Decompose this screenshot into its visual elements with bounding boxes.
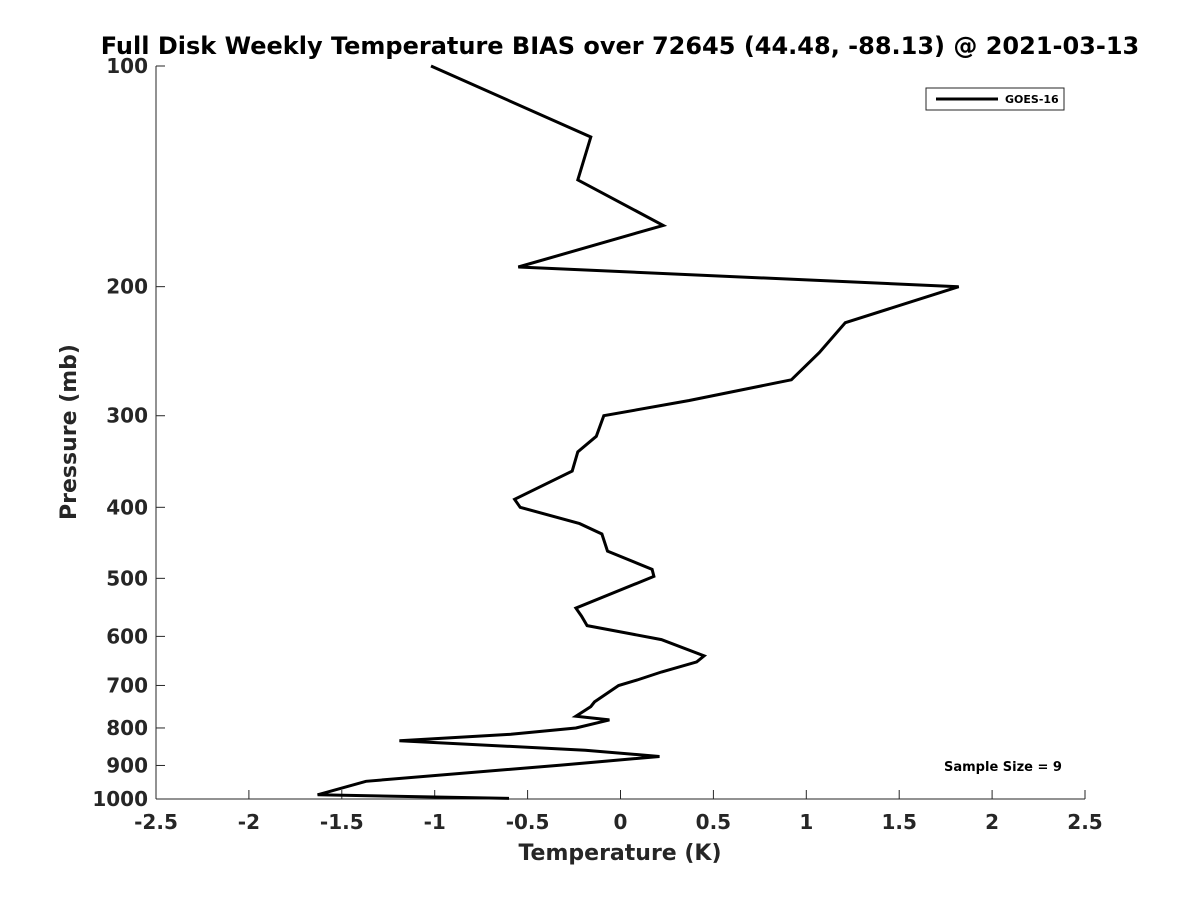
x-tick-label: -1.5 bbox=[320, 810, 364, 834]
y-tick-label: 700 bbox=[106, 673, 148, 697]
y-tick-label: 1000 bbox=[92, 787, 148, 811]
x-tick-label: 0 bbox=[614, 810, 628, 834]
x-tick-label: -1 bbox=[424, 810, 446, 834]
x-tick-label: 2.5 bbox=[1067, 810, 1102, 834]
x-tick-label: -2.5 bbox=[134, 810, 178, 834]
x-axis-label: Temperature (K) bbox=[518, 841, 721, 866]
y-tick-label: 400 bbox=[106, 495, 148, 519]
x-tick-label: -0.5 bbox=[506, 810, 550, 834]
y-tick-label: 100 bbox=[106, 54, 148, 78]
y-tick-label: 900 bbox=[106, 753, 148, 777]
sample-size-annotation: Sample Size = 9 bbox=[944, 760, 1062, 775]
legend-label: GOES-16 bbox=[1005, 93, 1059, 106]
x-tick-label: 1.5 bbox=[881, 810, 916, 834]
x-tick-label: 0.5 bbox=[696, 810, 731, 834]
x-tick-label: 2 bbox=[985, 810, 999, 834]
y-tick-label: 200 bbox=[106, 275, 148, 299]
y-tick-label: 600 bbox=[106, 624, 148, 648]
x-tick-label: 1 bbox=[799, 810, 813, 834]
legend: GOES-16 bbox=[925, 87, 1065, 111]
x-ticks: -2.5 -2 -1.5 -1 -0.5 0 0.5 1 1.5 2 2.5 bbox=[134, 790, 1103, 834]
chart-title: Full Disk Weekly Temperature BIAS over 7… bbox=[101, 32, 1140, 60]
y-tick-label: 800 bbox=[106, 716, 148, 740]
y-tick-label: 300 bbox=[106, 404, 148, 428]
y-ticks: 100 200 300 400 500 600 700 800 900 1000 bbox=[92, 54, 165, 811]
y-tick-label: 500 bbox=[106, 566, 148, 590]
series-line-goes-16 bbox=[317, 64, 960, 800]
x-tick-label: -2 bbox=[238, 810, 260, 834]
y-axis-label: Pressure (mb) bbox=[57, 344, 82, 520]
